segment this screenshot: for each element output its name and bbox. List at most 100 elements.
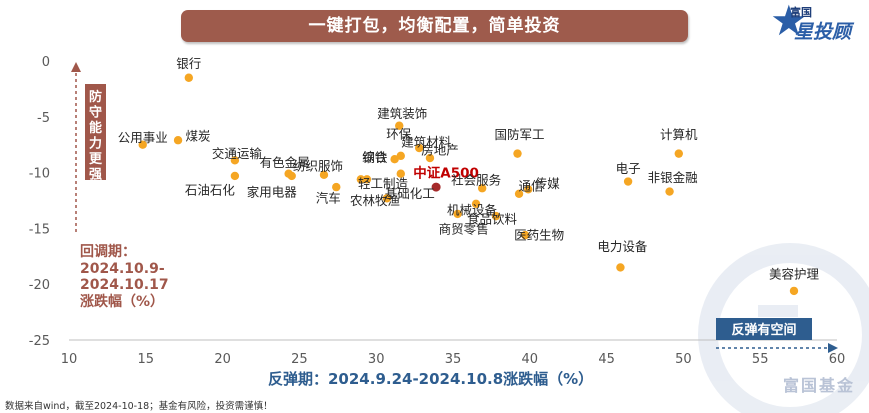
- data-point-label: 煤炭: [186, 129, 211, 144]
- footnote: 数据来自wind，截至2024-10-18；基金有风险，投资需谨慎！: [5, 401, 273, 412]
- data-point-label: 非银金融: [648, 170, 699, 185]
- data-point: [477, 184, 487, 193]
- data-point-label: 轻工制造: [358, 176, 409, 191]
- data-point: [356, 175, 366, 184]
- data-point-label: 环保: [386, 126, 412, 141]
- watermark-logo-shape: [698, 243, 869, 413]
- data-point-label: 钢铁: [362, 150, 388, 165]
- logo-top-text: 富国: [790, 6, 812, 19]
- x-tick-label: 60: [829, 352, 846, 367]
- watermark-text: 富国基金: [783, 376, 856, 395]
- data-point-label: 纺织服饰: [293, 158, 343, 173]
- data-point-label: 电力设备: [597, 239, 648, 254]
- up-arrow-label-box: [85, 84, 106, 180]
- data-point: [453, 209, 462, 219]
- chart-title: 一键打包，均衡配置，简单投资: [308, 16, 561, 36]
- data-point: [520, 230, 530, 240]
- x-tick-label: 55: [752, 352, 769, 367]
- data-point-label: 房地产: [421, 143, 459, 158]
- up-arrow-label: 防守能力更强: [89, 89, 103, 183]
- data-point: [665, 187, 674, 196]
- data-point: [524, 185, 533, 194]
- data-point: [390, 155, 399, 164]
- star-logo-icon: ★: [770, 0, 808, 45]
- data-point: [362, 175, 372, 184]
- data-point-label: 机械设备: [447, 202, 498, 217]
- data-point: [332, 182, 341, 192]
- y-axis-annotation-line: 涨跌幅（%）: [80, 293, 165, 310]
- data-point: [431, 182, 441, 192]
- x-tick-label: 50: [675, 352, 692, 367]
- y-tick-label: 0: [42, 55, 50, 70]
- y-axis-annotation: 回调期： 2024.10.9- 2024.10.17 涨跌幅（%）: [80, 244, 180, 310]
- data-point: [319, 170, 329, 180]
- x-tick-label: 45: [598, 352, 615, 367]
- data-point-label: 商贸零售: [439, 221, 489, 236]
- data-point-label: 医药生物: [514, 228, 564, 243]
- x-tick-label: 10: [61, 352, 78, 367]
- data-point-label: 美容护理: [769, 266, 820, 281]
- data-points: [138, 73, 799, 296]
- y-axis-annotation-line: 2024.10.9-: [80, 260, 165, 277]
- data-point: [138, 140, 147, 149]
- y-tick-label: -25: [29, 334, 50, 349]
- data-point-label: 中证A500: [413, 165, 479, 182]
- right-arrow-head-icon: [828, 343, 838, 353]
- x-tick-label: 20: [214, 352, 231, 367]
- data-point: [382, 194, 392, 203]
- data-point: [616, 263, 625, 272]
- up-arrow-label-char: 守: [89, 105, 102, 121]
- data-point-label: 建筑材料: [401, 135, 452, 150]
- y-tick-label: -20: [29, 278, 50, 293]
- data-point: [471, 199, 481, 209]
- x-tick-label: 35: [445, 352, 462, 367]
- data-point-label: 通信: [519, 178, 544, 193]
- data-point: [623, 177, 633, 186]
- x-axis-title: 反弹期：2024.9.24-2024.10.8涨跌幅（%）: [268, 370, 594, 388]
- data-point: [395, 121, 404, 130]
- up-arrow-label-char: 强: [89, 168, 102, 183]
- data-point: [287, 171, 296, 181]
- y-tick-label: -10: [29, 167, 50, 182]
- data-point-label: 传媒: [535, 176, 561, 191]
- up-arrow-label-char: 力: [89, 136, 102, 152]
- data-point-label: 家用电器: [247, 184, 298, 199]
- up-arrow-label-char: 更: [89, 152, 103, 167]
- data-point: [396, 151, 405, 161]
- x-tick-label: 40: [522, 352, 539, 367]
- data-point: [513, 149, 522, 158]
- data-point: [514, 189, 524, 199]
- axes: 10 15 20 25 30 35 40 45 50 55 60 0 -5 -10 -15 -20 -25: [29, 55, 846, 367]
- data-point-label: 综合: [362, 150, 388, 165]
- x-tick-label: 25: [291, 352, 308, 367]
- right-arrow-label: 反弹有空间: [731, 322, 796, 338]
- data-point: [674, 149, 683, 158]
- data-point-label: 电子: [616, 161, 641, 176]
- x-tick-label: 30: [368, 352, 385, 367]
- data-point: [184, 73, 194, 82]
- data-point: [230, 171, 240, 181]
- data-point: [425, 153, 435, 163]
- data-point-label: 交通运输: [212, 146, 263, 161]
- brand-logo: ★ 富国 星投顾: [770, 0, 866, 44]
- data-point-label: 计算机: [660, 127, 698, 142]
- data-point-label: 农林牧渔: [350, 193, 400, 208]
- data-point: [230, 156, 240, 165]
- y-axis-annotation-line: 回调期：: [80, 244, 136, 260]
- y-axis-annotation-line: 2024.10.17: [80, 277, 169, 293]
- data-point-label: 银行: [176, 56, 201, 71]
- data-point-label: 石油石化: [185, 182, 236, 197]
- data-point: [789, 286, 799, 296]
- data-point-label: 汽车: [316, 191, 341, 206]
- data-point: [415, 143, 424, 153]
- x-tick-label: 15: [138, 352, 155, 367]
- logo-main-text: 星投顾: [794, 21, 852, 43]
- data-point: [491, 211, 501, 221]
- y-tick-label: -5: [37, 111, 50, 126]
- right-arrow-label-box: [716, 318, 812, 340]
- up-arrow-head-icon: [71, 62, 81, 72]
- data-point-label: 建筑装饰: [377, 106, 427, 121]
